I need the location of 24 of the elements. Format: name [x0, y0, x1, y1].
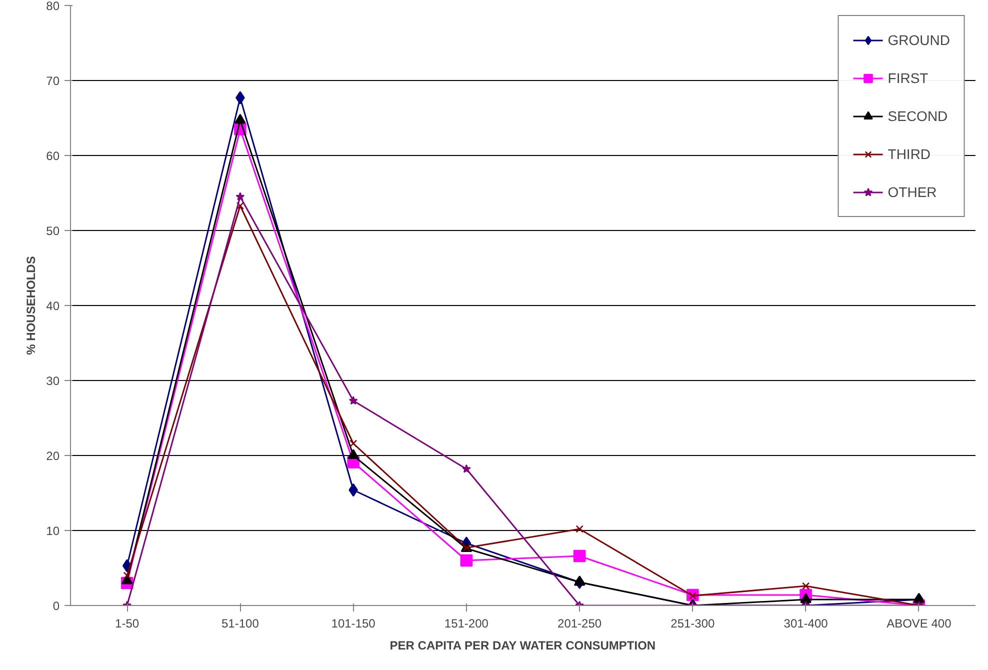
legend-label: GROUND: [888, 32, 950, 48]
y-tick-label: 50: [46, 224, 60, 238]
legend-label: SECOND: [888, 108, 948, 124]
y-tick-label: 60: [46, 149, 60, 163]
x-tick-label: 301-400: [784, 616, 828, 630]
x-axis-title: PER CAPITA PER DAY WATER CONSUMPTION: [390, 638, 656, 652]
y-tick-label: 80: [46, 0, 60, 13]
x-tick-label: 101-150: [331, 616, 376, 630]
x-tick-label: 51-100: [222, 616, 260, 630]
y-tick-label: 10: [46, 524, 60, 538]
y-axis-title: % HOUSEHOLDS: [24, 256, 38, 355]
y-tick-label: 70: [46, 74, 60, 88]
legend-label: THIRD: [888, 146, 931, 162]
x-tick-label: 251-300: [670, 616, 716, 630]
x-tick-label: 201-250: [558, 616, 602, 630]
y-tick-label: 0: [52, 599, 60, 613]
y-tick-label: 40: [46, 299, 60, 313]
y-tick-label: 20: [46, 449, 60, 463]
x-tick-label: ABOVE 400: [886, 616, 952, 630]
x-tick-label: 151-200: [444, 616, 489, 630]
legend-label: OTHER: [888, 184, 937, 200]
x-tick-label: 1-50: [115, 616, 140, 630]
y-tick-label: 30: [46, 374, 60, 388]
legend-label: FIRST: [888, 70, 928, 86]
